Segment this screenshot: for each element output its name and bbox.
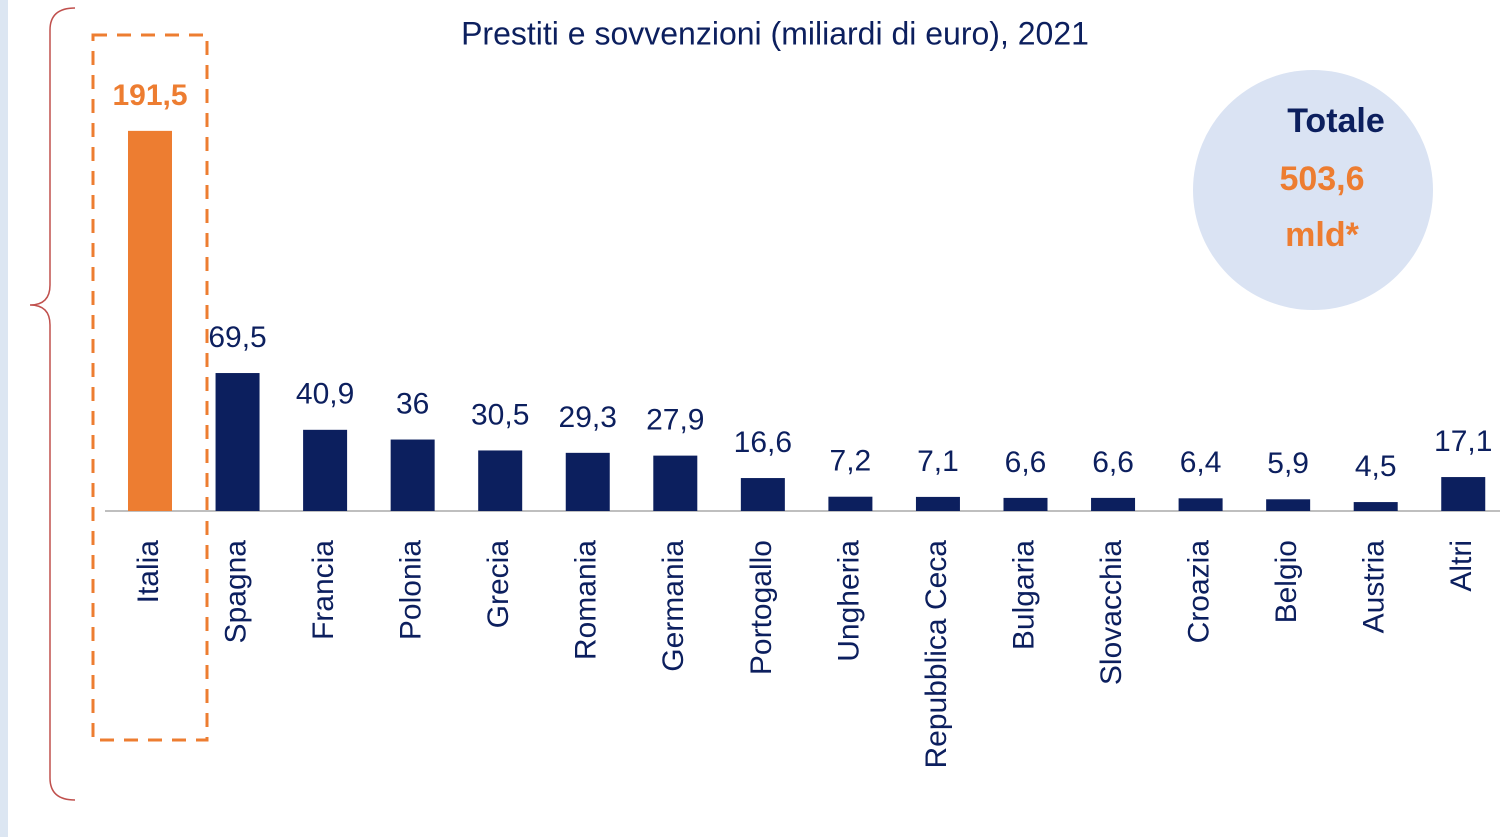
total-unit: mld* (1285, 216, 1359, 254)
value-label: 16,6 (734, 426, 792, 459)
x-tick-label: Germania (657, 540, 690, 672)
value-label: 69,5 (208, 321, 266, 354)
bar (478, 450, 523, 511)
bar (1091, 497, 1136, 511)
bar (740, 478, 785, 511)
x-tick-label: Slovacchia (1095, 540, 1128, 685)
value-label: 29,3 (559, 401, 617, 434)
bar (1353, 502, 1398, 511)
bar (653, 455, 698, 511)
value-label: 191,5 (112, 79, 187, 112)
x-tick-label: Spagna (219, 540, 252, 644)
bar (565, 452, 610, 511)
total-bubble (1193, 70, 1433, 310)
x-tick-label: Grecia (482, 540, 515, 629)
x-tick-label: Francia (307, 540, 340, 640)
chart-title: Prestiti e sovvenzioni (miliardi di euro… (461, 15, 1089, 51)
x-tick-label: Italia (132, 540, 165, 604)
x-tick-label: Romania (570, 540, 603, 660)
bar (1441, 477, 1486, 511)
x-tick-label: Croazia (1183, 540, 1216, 644)
x-tick-label: Polonia (395, 540, 428, 640)
x-tick-label: Altri (1445, 540, 1478, 592)
value-label: 40,9 (296, 378, 354, 411)
value-label: 4,5 (1355, 450, 1397, 483)
side-strip (0, 0, 8, 837)
bar (215, 373, 260, 511)
value-label: 36 (396, 387, 429, 420)
x-tick-label: Austria (1358, 540, 1391, 634)
bar (1178, 498, 1223, 511)
bar (828, 496, 873, 511)
bar (915, 496, 960, 511)
value-label: 17,1 (1434, 425, 1492, 458)
value-label: 27,9 (646, 404, 704, 437)
total-value: 503,6 (1279, 160, 1364, 198)
value-label: 6,6 (1005, 446, 1047, 479)
value-label: 5,9 (1267, 447, 1309, 480)
x-tick-label: Repubblica Ceca (920, 540, 953, 769)
value-label: 7,1 (917, 445, 959, 478)
value-label: 6,6 (1092, 446, 1134, 479)
x-tick-label: Portogallo (745, 540, 778, 675)
x-tick-label: Belgio (1270, 540, 1303, 623)
value-label: 7,2 (830, 445, 872, 478)
bar (1003, 497, 1048, 511)
bar (390, 439, 435, 511)
total-label: Totale (1287, 102, 1385, 140)
highlight-box (91, 33, 209, 742)
x-tick-label: Bulgaria (1007, 540, 1040, 650)
value-label: 30,5 (471, 398, 529, 431)
bar (1266, 499, 1311, 511)
value-label: 6,4 (1180, 446, 1222, 479)
bar (303, 429, 348, 511)
bar (128, 130, 172, 511)
x-tick-label: Ungheria (832, 540, 865, 662)
brace (29, 7, 76, 801)
